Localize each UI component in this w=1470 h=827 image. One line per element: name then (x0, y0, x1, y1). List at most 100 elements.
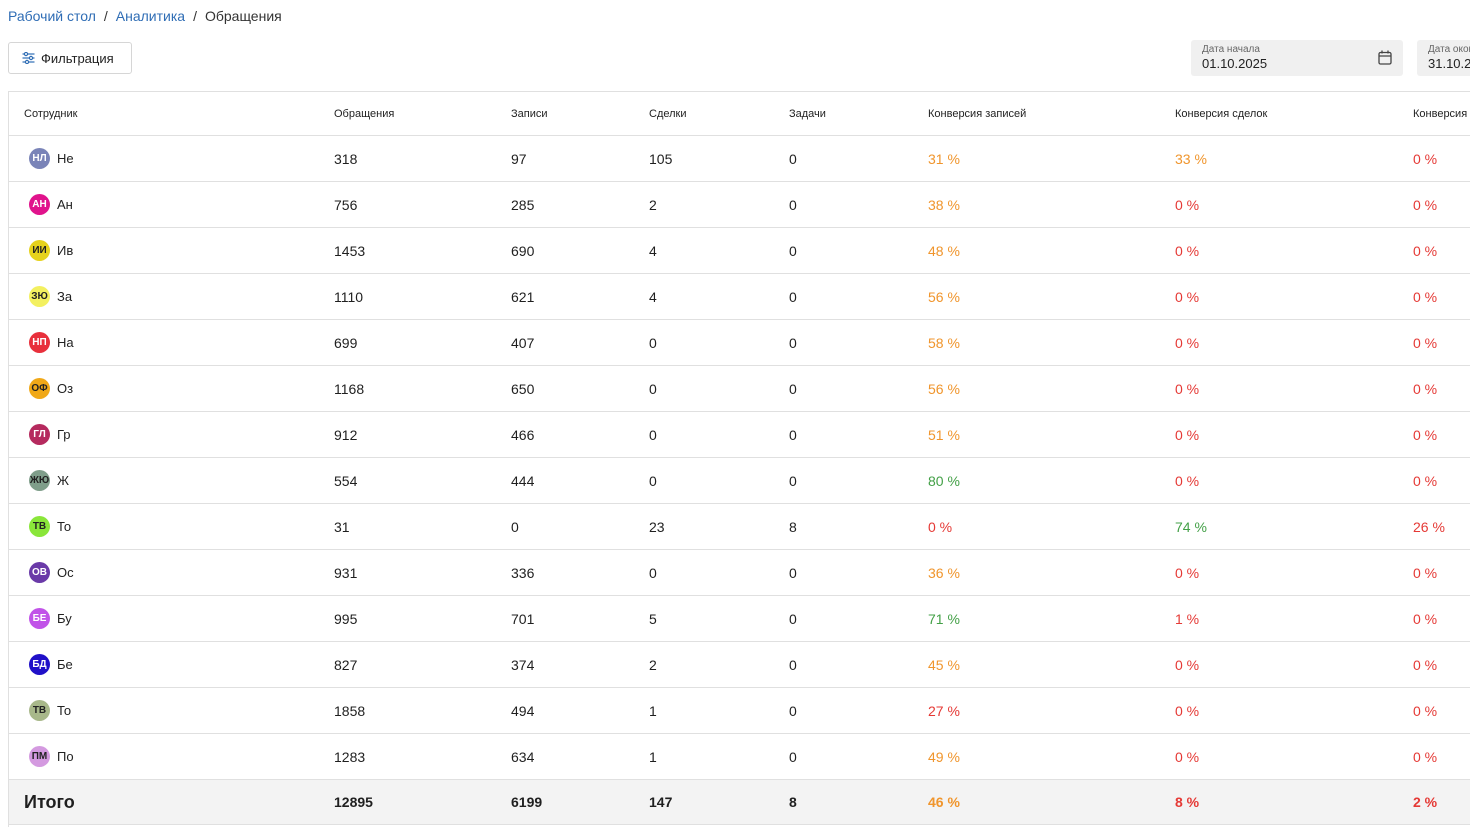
employee-cell[interactable]: ПМ По (9, 733, 326, 780)
requests-cell: 1858 (326, 687, 503, 734)
records-conversion-cell: 27 % (920, 687, 1167, 734)
total-deals-conversion: 8 % (1167, 779, 1405, 825)
employee-cell[interactable]: ЖЮ Ж (9, 457, 326, 504)
avatar: ТВ (29, 700, 50, 721)
deals-cell: 2 (641, 181, 781, 228)
deals-cell: 4 (641, 227, 781, 274)
tasks-cell: 8 (781, 503, 920, 550)
date-start-value: 01.10.2025 (1202, 56, 1268, 71)
employee-cell[interactable]: ТВ То (9, 687, 326, 734)
table-header-row: Сотрудник Обращения Записи Сделки Задачи… (9, 92, 1470, 136)
tasks-cell: 0 (781, 135, 920, 182)
requests-cell: 31 (326, 503, 503, 550)
breadcrumb-analytics-link[interactable]: Аналитика (115, 8, 186, 24)
breadcrumb-home-link[interactable]: Рабочий стол (8, 8, 96, 24)
analytics-table: Сотрудник Обращения Записи Сделки Задачи… (8, 91, 1470, 827)
table-row[interactable]: ИИ Ив 1453 690 4 0 48 % 0 % 0 % (9, 227, 1470, 274)
table-row[interactable]: ОВ Ос 931 336 0 0 36 % 0 % 0 % (9, 549, 1470, 596)
total-records: 6199 (503, 779, 641, 825)
tasks-cell: 0 (781, 365, 920, 412)
records-conversion-cell: 71 % (920, 595, 1167, 642)
tasks-conversion-cell: 26 % (1405, 503, 1470, 550)
column-header-deals[interactable]: Сделки (641, 92, 781, 136)
column-header-records-conversion[interactable]: Конверсия записей (920, 92, 1167, 136)
column-header-requests[interactable]: Обращения (326, 92, 503, 136)
column-header-tasks-conversion[interactable]: Конверсия задач (1405, 92, 1470, 136)
avatar: ГЛ (29, 424, 50, 445)
employee-name: Ос (57, 565, 74, 580)
records-cell: 374 (503, 641, 641, 688)
breadcrumb: Рабочий стол / Аналитика / Обращения (8, 8, 282, 24)
tasks-cell: 0 (781, 411, 920, 458)
deals-cell: 0 (641, 411, 781, 458)
tasks-conversion-cell: 0 % (1405, 641, 1470, 688)
tasks-conversion-cell: 0 % (1405, 319, 1470, 366)
tasks-cell: 0 (781, 595, 920, 642)
column-header-records[interactable]: Записи (503, 92, 641, 136)
employee-name: Оз (57, 381, 74, 396)
employee-name: Ив (57, 243, 74, 258)
employee-cell[interactable]: ТВ То (9, 503, 326, 550)
date-end-label: Дата окончания (1428, 44, 1470, 55)
table-row[interactable]: БД Бе 827 374 2 0 45 % 0 % 0 % (9, 641, 1470, 688)
total-row: Итого 12895 6199 147 8 46 % 8 % 2 % (9, 779, 1470, 825)
tasks-cell: 0 (781, 687, 920, 734)
column-header-tasks[interactable]: Задачи (781, 92, 920, 136)
employee-cell[interactable]: ОФ Оз (9, 365, 326, 412)
employee-cell[interactable]: ЗЮ За (9, 273, 326, 320)
employee-name: Гр (57, 427, 71, 442)
employee-cell[interactable]: ОВ Ос (9, 549, 326, 596)
employee-name: Бу (57, 611, 72, 626)
deals-conversion-cell: 0 % (1167, 549, 1405, 596)
employee-cell[interactable]: ГЛ Гр (9, 411, 326, 458)
table-row[interactable]: АН Ан 756 285 2 0 38 % 0 % 0 % (9, 181, 1470, 228)
filter-button[interactable]: Фильтрация (8, 42, 132, 74)
records-conversion-cell: 38 % (920, 181, 1167, 228)
table-row[interactable]: ГЛ Гр 912 466 0 0 51 % 0 % 0 % (9, 411, 1470, 458)
employee-name: То (57, 703, 72, 718)
employee-cell[interactable]: ИИ Ив (9, 227, 326, 274)
requests-cell: 912 (326, 411, 503, 458)
deals-cell: 0 (641, 319, 781, 366)
sliders-icon (22, 52, 35, 64)
avatar: НП (29, 332, 50, 353)
table-row[interactable]: ПМ По 1283 634 1 0 49 % 0 % 0 % (9, 733, 1470, 780)
date-end-value: 31.10.2025 (1428, 56, 1470, 71)
total-tasks-conversion: 2 % (1405, 779, 1470, 825)
table-row[interactable]: НП На 699 407 0 0 58 % 0 % 0 % (9, 319, 1470, 366)
requests-cell: 931 (326, 549, 503, 596)
employee-cell[interactable]: НП На (9, 319, 326, 366)
table-row[interactable]: ОФ Оз 1168 650 0 0 56 % 0 % 0 % (9, 365, 1470, 412)
table-row[interactable]: ЖЮ Ж 554 444 0 0 80 % 0 % 0 % (9, 457, 1470, 504)
employee-cell[interactable]: НЛ Не (9, 135, 326, 182)
requests-cell: 756 (326, 181, 503, 228)
records-cell: 407 (503, 319, 641, 366)
table-row[interactable]: ТВ То 1858 494 1 0 27 % 0 % 0 % (9, 687, 1470, 734)
table-row[interactable]: НЛ Не 318 97 105 0 31 % 33 % 0 % (9, 135, 1470, 182)
employee-name: То (57, 519, 72, 534)
employee-cell[interactable]: АН Ан (9, 181, 326, 228)
tasks-conversion-cell: 0 % (1405, 549, 1470, 596)
table-row[interactable]: БЕ Бу 995 701 5 0 71 % 1 % 0 % (9, 595, 1470, 642)
tasks-conversion-cell: 0 % (1405, 411, 1470, 458)
total-label: Итого (9, 779, 326, 825)
records-cell: 336 (503, 549, 641, 596)
requests-cell: 554 (326, 457, 503, 504)
date-end-field[interactable]: Дата окончания 31.10.2025 (1417, 40, 1470, 76)
table-row[interactable]: ЗЮ За 1110 621 4 0 56 % 0 % 0 % (9, 273, 1470, 320)
tasks-cell: 0 (781, 733, 920, 780)
requests-cell: 1283 (326, 733, 503, 780)
employee-cell[interactable]: БД Бе (9, 641, 326, 688)
records-cell: 285 (503, 181, 641, 228)
date-start-field[interactable]: Дата начала 01.10.2025 (1191, 40, 1403, 76)
deals-conversion-cell: 0 % (1167, 365, 1405, 412)
column-header-employee[interactable]: Сотрудник (9, 92, 326, 136)
date-start-label: Дата начала (1202, 44, 1260, 55)
column-header-deals-conversion[interactable]: Конверсия сделок (1167, 92, 1405, 136)
calendar-icon[interactable] (1378, 50, 1392, 65)
avatar: ТВ (29, 516, 50, 537)
table-row[interactable]: ТВ То 31 0 23 8 0 % 74 % 26 % (9, 503, 1470, 550)
employee-cell[interactable]: БЕ Бу (9, 595, 326, 642)
avatar: БЕ (29, 608, 50, 629)
tasks-conversion-cell: 0 % (1405, 687, 1470, 734)
